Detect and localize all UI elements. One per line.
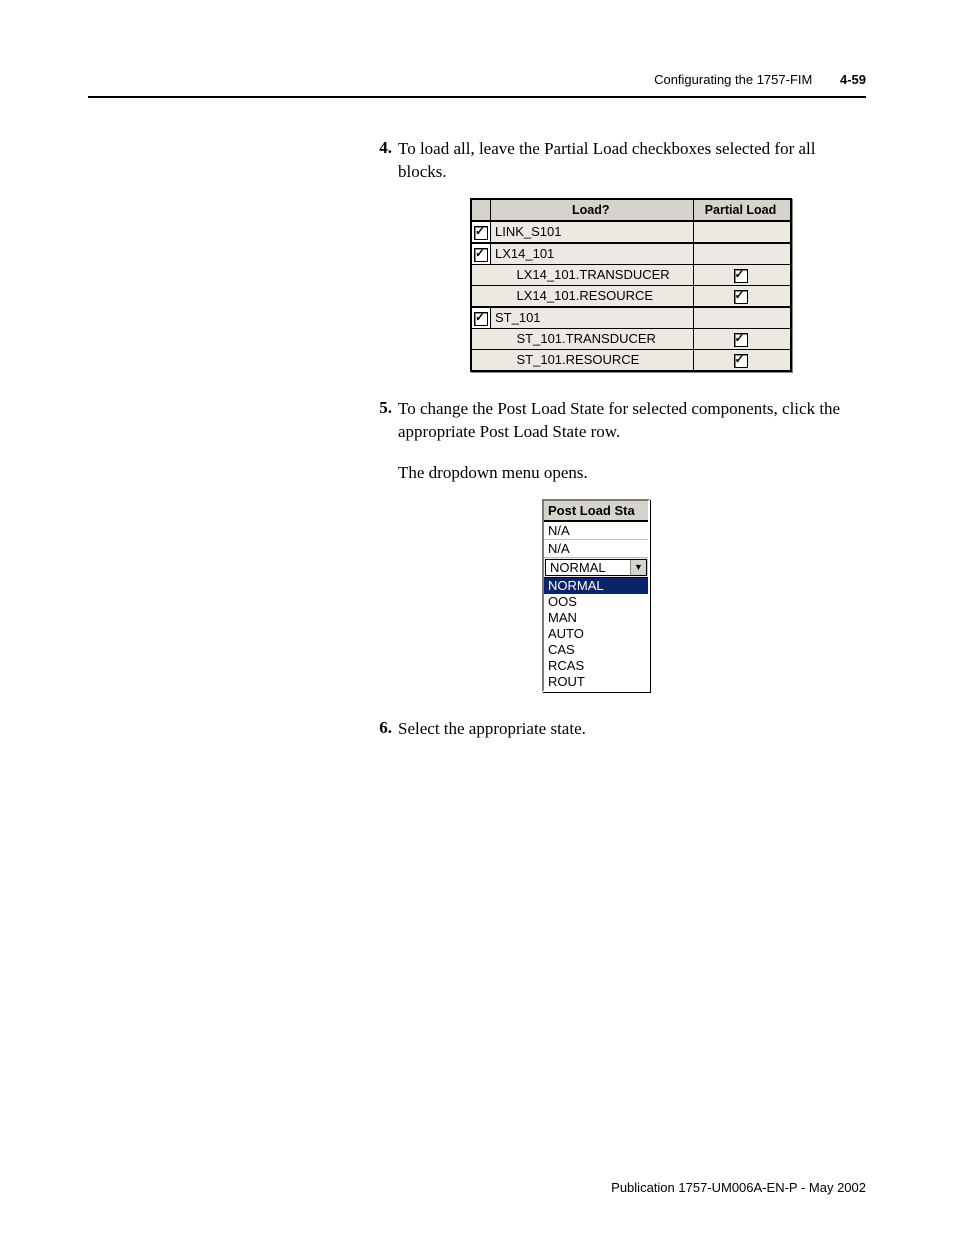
load-checkbox-cell (471, 349, 491, 371)
table-row: LX14_101 (471, 243, 791, 265)
partial-load-cell[interactable] (693, 285, 791, 307)
load-checkbox-cell[interactable] (471, 221, 491, 243)
checkbox-icon[interactable] (734, 269, 748, 283)
post-load-state-combo-value: NORMAL (546, 560, 630, 575)
table-row: ST_101 (471, 307, 791, 329)
running-head-page-number: 4-59 (840, 72, 866, 87)
load-table-header-load: Load? (491, 199, 694, 221)
load-table-header-checkbox-col (471, 199, 491, 221)
step-6: 6. Select the appropriate state. (370, 718, 866, 741)
step-text: Select the appropriate state. (398, 718, 586, 741)
step-text: To change the Post Load State for select… (398, 398, 866, 444)
load-label-cell: LX14_101.TRANSDUCER (491, 264, 694, 285)
load-label-cell: LINK_S101 (491, 221, 694, 243)
step-5: 5. To change the Post Load State for sel… (370, 398, 866, 444)
running-head-title: Configurating the 1757-FIM (654, 72, 812, 87)
step-text: To load all, leave the Partial Load chec… (398, 138, 866, 184)
partial-load-cell (693, 221, 791, 243)
load-checkbox-cell (471, 264, 491, 285)
post-load-state-option[interactable]: NORMAL (544, 578, 648, 594)
partial-load-cell (693, 307, 791, 329)
post-load-state-combo[interactable]: NORMAL ▼ (545, 559, 647, 576)
page: Configurating the 1757-FIM 4-59 4. To lo… (0, 0, 954, 1235)
load-checkbox-cell[interactable] (471, 307, 491, 329)
load-label-cell: LX14_101.RESOURCE (491, 285, 694, 307)
post-load-state-option[interactable]: CAS (544, 642, 648, 658)
step-5-para: The dropdown menu opens. (398, 462, 866, 485)
checkbox-icon[interactable] (474, 248, 488, 262)
post-load-state-row[interactable]: N/A (544, 522, 648, 540)
partial-load-cell (693, 243, 791, 265)
step-number: 6. (370, 718, 392, 738)
partial-load-cell[interactable] (693, 328, 791, 349)
post-load-state-option-list: NORMALOOSMANAUTOCASRCASROUT (544, 577, 648, 690)
partial-load-cell[interactable] (693, 264, 791, 285)
step-number: 5. (370, 398, 392, 418)
table-row: ST_101.RESOURCE (471, 349, 791, 371)
chevron-down-icon[interactable]: ▼ (630, 560, 646, 575)
post-load-state-option[interactable]: RCAS (544, 658, 648, 674)
checkbox-icon[interactable] (734, 354, 748, 368)
checkbox-icon[interactable] (474, 226, 488, 240)
content-column: 4. To load all, leave the Partial Load c… (370, 138, 866, 755)
post-load-state-option[interactable]: AUTO (544, 626, 648, 642)
load-label-cell: LX14_101 (491, 243, 694, 265)
post-load-state-panel: Post Load Sta N/AN/A NORMAL ▼ NORMALOOSM… (542, 499, 650, 692)
table-row: ST_101.TRANSDUCER (471, 328, 791, 349)
header-rule (88, 96, 866, 98)
load-checkbox-cell[interactable] (471, 243, 491, 265)
post-load-state-option[interactable]: ROUT (544, 674, 648, 690)
load-label-cell: ST_101.TRANSDUCER (491, 328, 694, 349)
running-head: Configurating the 1757-FIM 4-59 (654, 72, 866, 87)
load-label-cell: ST_101 (491, 307, 694, 329)
checkbox-icon[interactable] (474, 312, 488, 326)
partial-load-cell[interactable] (693, 349, 791, 371)
load-checkbox-cell (471, 328, 491, 349)
post-load-state-option[interactable]: OOS (544, 594, 648, 610)
post-load-state-option[interactable]: MAN (544, 610, 648, 626)
table-row: LX14_101.TRANSDUCER (471, 264, 791, 285)
load-label-cell: ST_101.RESOURCE (491, 349, 694, 371)
load-checkbox-cell (471, 285, 491, 307)
post-load-state-dropdown-figure: Post Load Sta N/AN/A NORMAL ▼ NORMALOOSM… (542, 499, 650, 692)
post-load-state-header: Post Load Sta (544, 501, 648, 522)
table-row: LINK_S101 (471, 221, 791, 243)
checkbox-icon[interactable] (734, 290, 748, 304)
post-load-state-row[interactable]: N/A (544, 540, 648, 558)
load-table-header-row: Load? Partial Load (471, 199, 791, 221)
checkbox-icon[interactable] (734, 333, 748, 347)
table-row: LX14_101.RESOURCE (471, 285, 791, 307)
load-table: Load? Partial Load LINK_S101LX14_101LX14… (470, 198, 792, 372)
step-4: 4. To load all, leave the Partial Load c… (370, 138, 866, 184)
publication-footer: Publication 1757-UM006A-EN-P - May 2002 (611, 1180, 866, 1195)
load-table-header-partial: Partial Load (693, 199, 791, 221)
step-number: 4. (370, 138, 392, 158)
load-table-figure: Load? Partial Load LINK_S101LX14_101LX14… (470, 198, 866, 372)
